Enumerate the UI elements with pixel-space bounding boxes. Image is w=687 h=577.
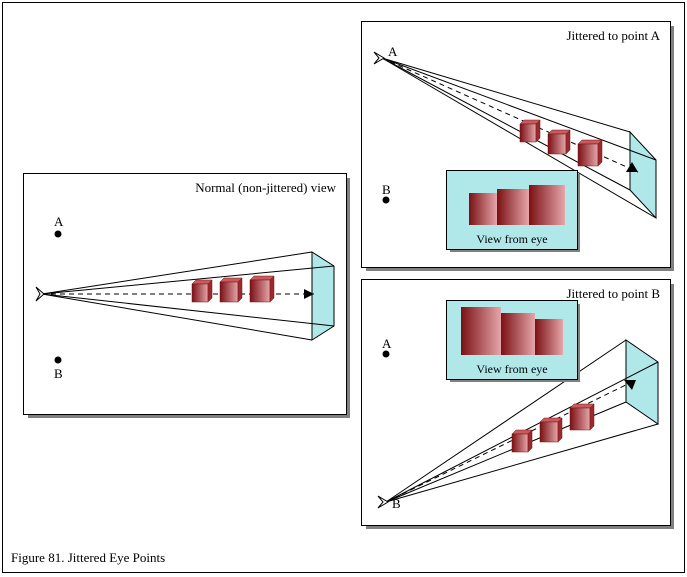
panel-topR-inset: View from eye <box>446 170 578 250</box>
svg-text:A: A <box>54 214 64 229</box>
panel-botR-inset-label: View from eye <box>447 362 577 377</box>
svg-text:B: B <box>392 496 401 511</box>
svg-text:A: A <box>382 336 392 351</box>
panel-botR: Jittered to point B B A <box>361 279 671 526</box>
panel-topR-inset-label: View from eye <box>447 232 577 247</box>
panel-left-svg: A B <box>24 174 346 414</box>
svg-text:A: A <box>388 44 398 59</box>
figure-frame: Normal (non-jittered) view A <box>2 2 685 573</box>
panel-botR-inset: View from eye <box>446 300 578 380</box>
panel-topR: Jittered to point A A B <box>361 21 671 268</box>
svg-text:B: B <box>54 366 63 381</box>
panel-left: Normal (non-jittered) view A <box>23 173 347 415</box>
svg-text:B: B <box>382 182 391 197</box>
figure-caption: Figure 81. Jittered Eye Points <box>11 550 165 566</box>
